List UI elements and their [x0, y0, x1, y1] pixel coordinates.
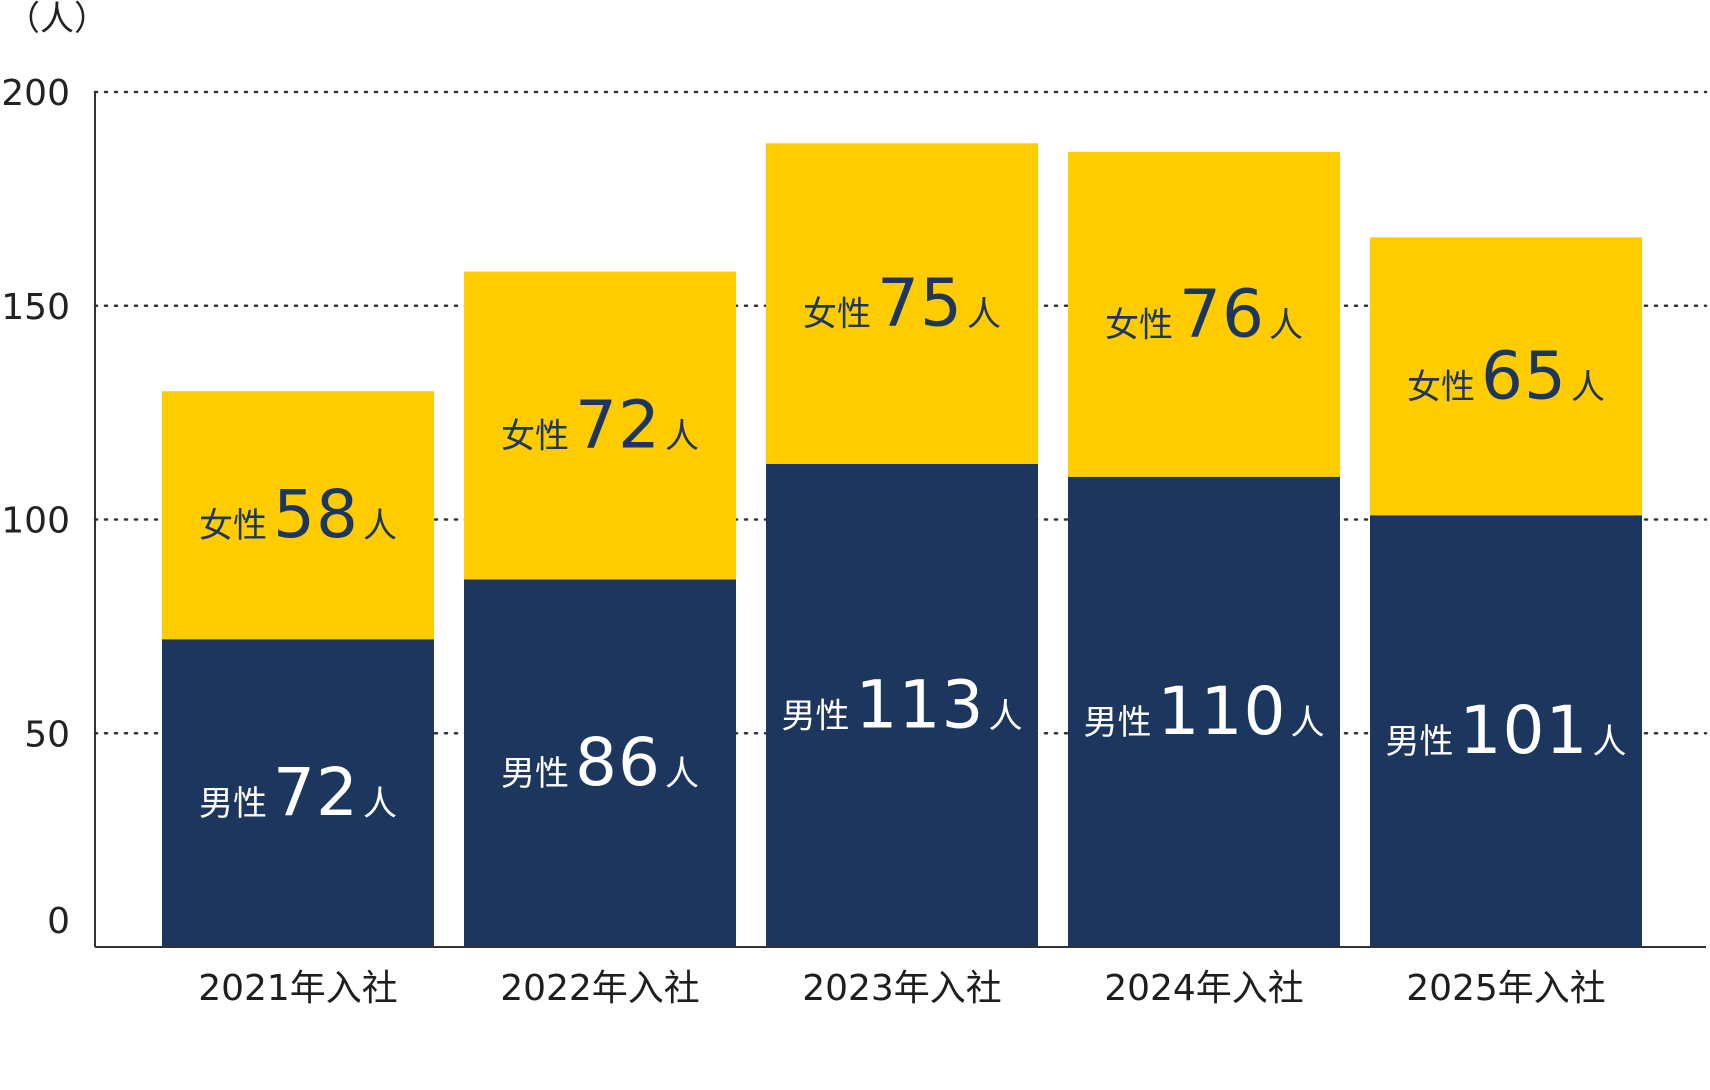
data-label-男性-2022年入社: 男性86 人: [501, 724, 699, 801]
bars: [162, 143, 1642, 947]
bar-女性-2022年入社: [464, 271, 736, 580]
data-label-value: 65: [1481, 337, 1567, 414]
data-label-value: 110: [1158, 673, 1287, 750]
y-tick-label-200: 200: [1, 73, 70, 114]
data-label-unit: 人: [363, 506, 397, 546]
data-label-unit: 人: [363, 784, 397, 824]
data-label-series-name: 男性: [501, 754, 569, 794]
x-axis-categories: 2021年入社 2022年入社 2023年入社 2024年入社 2025年入社: [198, 968, 1606, 1009]
y-axis-unit-label: （人）: [6, 0, 108, 39]
data-label-男性-2021年入社: 男性72 人: [199, 754, 397, 831]
data-label-unit: 人: [1592, 722, 1626, 762]
data-label-男性-2024年入社: 男性110 人: [1084, 673, 1325, 750]
bar-女性-2024年入社: [1068, 151, 1340, 477]
data-label-value: 72: [575, 386, 661, 463]
data-label-unit: 人: [1269, 305, 1303, 345]
x-tick-label-2024年入社: 2024年入社: [1104, 968, 1304, 1009]
x-tick-label-2022年入社: 2022年入社: [500, 968, 700, 1009]
data-label-男性-2023年入社: 男性113 人: [782, 666, 1023, 743]
data-label-value: 101: [1460, 692, 1589, 769]
y-tick-label-150: 150: [1, 287, 70, 328]
data-label-unit: 人: [967, 295, 1001, 335]
data-label-value: 72: [273, 754, 359, 831]
y-tick-label-100: 100: [1, 501, 70, 542]
bar-女性-2023年入社: [766, 143, 1038, 464]
bar-女性-2021年入社: [162, 391, 434, 640]
data-label-unit: 人: [665, 416, 699, 456]
x-tick-label-2023年入社: 2023年入社: [802, 968, 1002, 1009]
bar-女性-2025年入社: [1370, 237, 1642, 516]
data-label-男性-2025年入社: 男性101 人: [1386, 692, 1627, 769]
data-label-value: 75: [877, 265, 963, 342]
data-label-series-name: 女性: [803, 295, 871, 335]
data-label-series-name: 女性: [1407, 367, 1475, 407]
data-label-value: 58: [273, 476, 359, 553]
data-label-series-name: 男性: [1084, 703, 1152, 743]
data-label-女性-2025年入社: 女性65 人: [1407, 337, 1605, 414]
data-label-女性-2024年入社: 女性76 人: [1105, 275, 1303, 352]
data-label-series-name: 男性: [199, 784, 267, 824]
data-label-value: 86: [575, 724, 661, 801]
data-label-series-name: 女性: [1105, 305, 1173, 345]
y-tick-label-0: 0: [47, 901, 70, 942]
data-label-value: 76: [1179, 275, 1265, 352]
data-label-unit: 人: [988, 696, 1022, 736]
data-label-女性-2021年入社: 女性58 人: [199, 476, 397, 553]
bar-男性-2025年入社: [1370, 515, 1642, 947]
data-label-series-name: 男性: [782, 696, 850, 736]
axes: [94, 92, 1706, 948]
bar-男性-2024年入社: [1068, 476, 1340, 947]
data-labels: 男性72 人男性86 人男性113 人男性110 人男性101 人女性58 人女性72 人女性…: [199, 265, 1626, 831]
y-tick-label-50: 50: [24, 714, 70, 755]
x-tick-label-2025年入社: 2025年入社: [1406, 968, 1606, 1009]
data-label-女性-2023年入社: 女性75 人: [803, 265, 1001, 342]
data-label-女性-2022年入社: 女性72 人: [501, 386, 699, 463]
data-label-series-name: 女性: [199, 506, 267, 546]
bar-男性-2022年入社: [464, 579, 736, 947]
data-label-unit: 人: [1290, 703, 1324, 743]
data-label-value: 113: [856, 666, 985, 743]
data-label-series-name: 男性: [1386, 722, 1454, 762]
bar-男性-2021年入社: [162, 639, 434, 947]
bar-男性-2023年入社: [766, 463, 1038, 947]
x-tick-label-2021年入社: 2021年入社: [198, 968, 398, 1009]
data-label-unit: 人: [665, 754, 699, 794]
data-label-series-name: 女性: [501, 416, 569, 456]
y-axis-ticks: 0 50 100 150 200: [1, 73, 70, 942]
data-label-unit: 人: [1571, 367, 1605, 407]
